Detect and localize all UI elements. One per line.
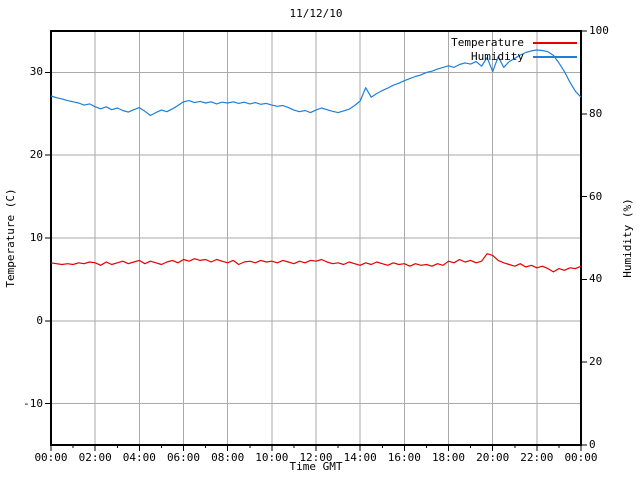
y2-tick-label: 60	[589, 189, 603, 203]
legend-label-humidity: Humidity	[471, 50, 524, 63]
x-tick-label: 00:00	[34, 451, 68, 464]
y2-tick-label: 100	[589, 24, 609, 37]
x-tick-label: 10:00	[255, 451, 289, 464]
legend-entry-temperature: Temperature	[451, 37, 577, 49]
x-tick-label: 02:00	[78, 451, 112, 464]
y-tick-label: 10	[29, 231, 43, 244]
x-tick-label: 06:00	[166, 451, 201, 464]
y-tick-label: 0	[36, 313, 43, 327]
y-tick-label: -10	[23, 396, 43, 410]
x-tick-label: 12:00	[299, 451, 333, 464]
x-tick-label: 18:00	[431, 451, 466, 464]
x-axis-label: Time GMT	[289, 460, 343, 473]
y2-tick-label: 80	[589, 106, 603, 120]
legend-line-sample-temperature	[533, 42, 577, 44]
y-tick-label: 30	[29, 65, 43, 79]
x-tick-label: 08:00	[211, 451, 245, 464]
x-tick-label: 22:00	[520, 451, 554, 464]
x-tick-label: 20:00	[476, 451, 510, 464]
x-tick-label: 14:00	[343, 451, 377, 464]
series-line-temperature	[50, 253, 582, 273]
x-tick-label: 16:00	[387, 451, 421, 464]
y2-tick-label: 40	[589, 272, 603, 286]
x-tick-label: 04:00	[122, 451, 156, 464]
chart-title: 11/12/10	[289, 7, 343, 20]
y2-tick-label: 0	[589, 438, 596, 451]
y2-tick-label: 20	[589, 355, 603, 369]
y-tick-label: 20	[29, 148, 43, 162]
y2-axis-label: Humidity (%)	[621, 198, 634, 278]
x-tick-label: 00:00	[564, 451, 598, 464]
legend-line-sample-humidity	[533, 56, 577, 58]
series-line-humidity	[50, 49, 582, 117]
legend-label-temperature: Temperature	[451, 36, 524, 49]
legend-entry-humidity: Humidity	[471, 51, 577, 63]
